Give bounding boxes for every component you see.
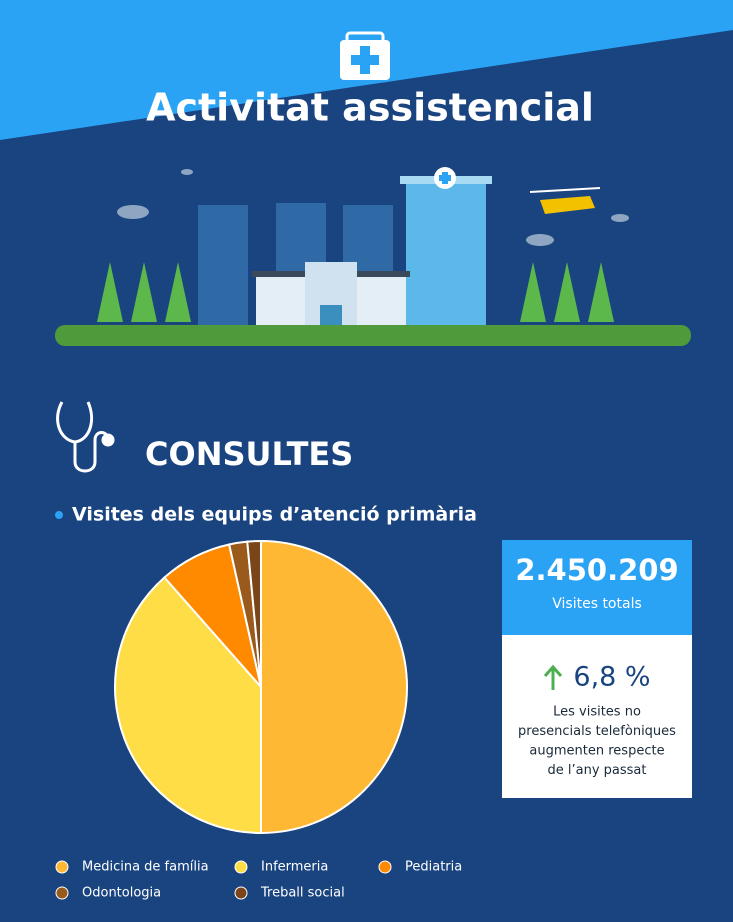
legend: Medicina de família Infermeria Pediatria Od…	[55, 860, 462, 901]
chart-title: Visites dels equips d’atenció primària	[72, 504, 477, 526]
change-text-line: presencials telefòniques	[518, 724, 676, 739]
legend-label: Pediatria	[405, 860, 462, 875]
legend-swatch	[378, 860, 392, 874]
legend-label: Infermeria	[261, 860, 328, 875]
total-label: Visites totals	[552, 596, 642, 612]
change-text-line: Les visites no	[553, 705, 641, 720]
change-text-line: de l’any passat	[548, 763, 647, 778]
legend-label: Medicina de família	[82, 860, 209, 875]
legend-label: Odontologia	[82, 886, 161, 901]
legend-swatch	[55, 886, 69, 900]
legend-swatch	[55, 860, 69, 874]
stats-header	[502, 540, 692, 635]
pie-slice	[114, 576, 262, 835]
page-title: Activitat assistencial	[146, 86, 594, 130]
section-title: CONSULTES	[145, 435, 353, 473]
pie-slice	[260, 539, 408, 835]
city-illustration	[55, 167, 691, 346]
legend-swatch	[234, 886, 248, 900]
kit-icon	[340, 31, 390, 80]
total-visits: 2.450.209	[515, 553, 678, 587]
change-text: Les visites no presencials telefòniques au…	[518, 705, 676, 779]
legend-label: Treball social	[260, 886, 345, 901]
bullet	[55, 511, 63, 519]
stats-body	[502, 635, 692, 798]
up-arrow	[543, 664, 563, 690]
pie	[114, 539, 408, 835]
pie-slice	[246, 539, 262, 688]
legend-swatch	[234, 860, 248, 874]
change-text-line: augmenten respecte	[529, 744, 664, 759]
stethoscope-icon	[56, 401, 115, 473]
change-value: 6,8 %	[573, 662, 650, 693]
